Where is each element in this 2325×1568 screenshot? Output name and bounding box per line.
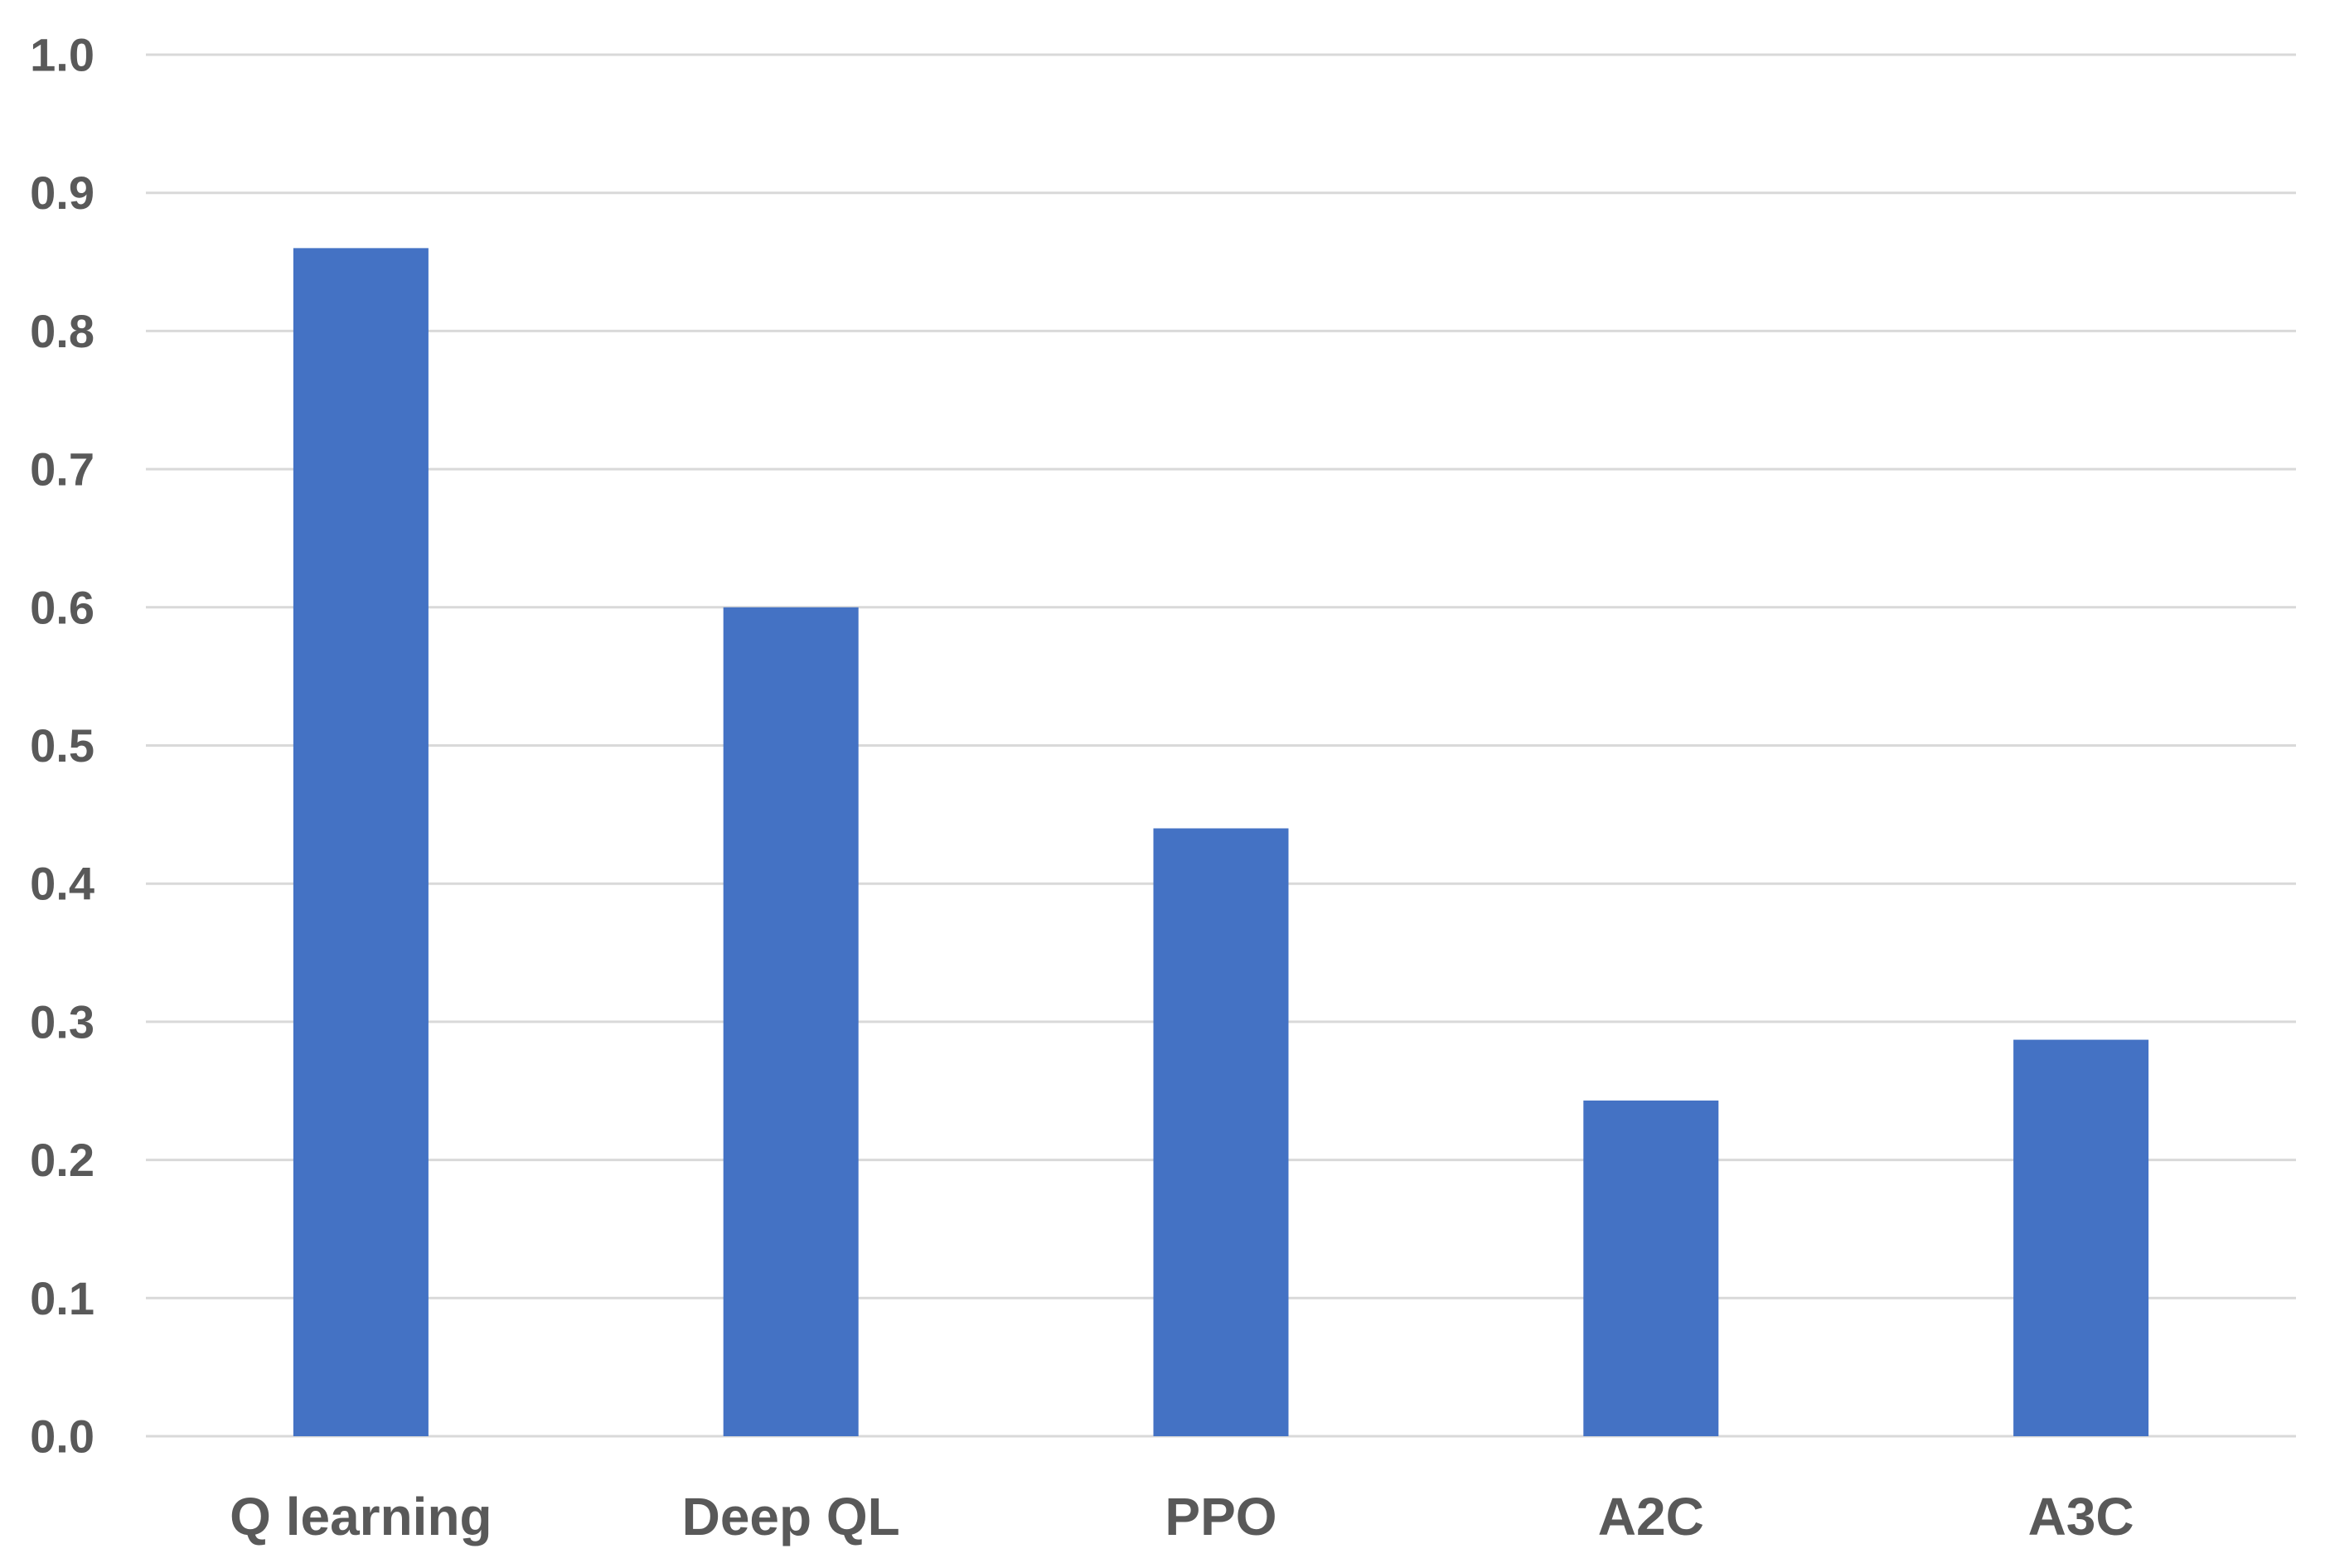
y-axis-tick-labels: 0.0 0.1 0.2 0.3 0.4 0.5 0.6 0.7 0.8 0.9 1.0 [30, 29, 94, 1463]
bar-deep-ql [723, 607, 859, 1436]
y-tick-label: 0.9 [30, 167, 94, 219]
y-tick-label: 0.6 [30, 581, 94, 633]
bar-ppo [1153, 828, 1289, 1436]
y-tick-label: 0.1 [30, 1272, 94, 1324]
y-tick-label: 1.0 [30, 29, 94, 81]
bars [293, 248, 2149, 1436]
y-tick-label: 0.3 [30, 995, 94, 1048]
bar-a3c [2013, 1039, 2149, 1436]
x-category-label: Deep QL [682, 1487, 900, 1546]
y-tick-label: 0.2 [30, 1134, 94, 1186]
x-axis-category-labels: Q learning Deep QL PPO A2C A3C [230, 1487, 2134, 1546]
y-tick-label: 0.0 [30, 1411, 94, 1463]
x-category-label: A2C [1598, 1487, 1704, 1546]
y-tick-label: 0.8 [30, 305, 94, 357]
x-category-label: Q learning [230, 1487, 492, 1546]
x-category-label: A3C [2028, 1487, 2134, 1546]
x-category-label: PPO [1165, 1487, 1276, 1546]
y-tick-label: 0.7 [30, 443, 94, 496]
bar-q-learning [293, 248, 429, 1436]
bar-a2c [1583, 1100, 1719, 1436]
y-tick-label: 0.5 [30, 719, 94, 772]
y-tick-label: 0.4 [30, 858, 94, 910]
